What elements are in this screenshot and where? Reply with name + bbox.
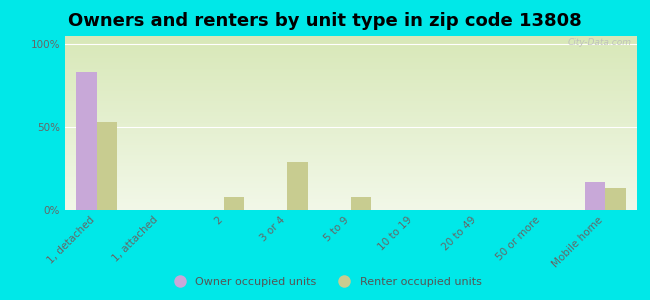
Bar — [605, 188, 625, 210]
Bar — [224, 197, 244, 210]
Bar — [97, 122, 117, 210]
Bar — [351, 197, 371, 210]
Bar — [287, 162, 308, 210]
Bar — [585, 182, 605, 210]
Bar — [77, 73, 97, 210]
Text: City-Data.com: City-Data.com — [567, 38, 631, 47]
Text: Owners and renters by unit type in zip code 13808: Owners and renters by unit type in zip c… — [68, 12, 582, 30]
Legend: Owner occupied units, Renter occupied units: Owner occupied units, Renter occupied un… — [164, 273, 486, 291]
